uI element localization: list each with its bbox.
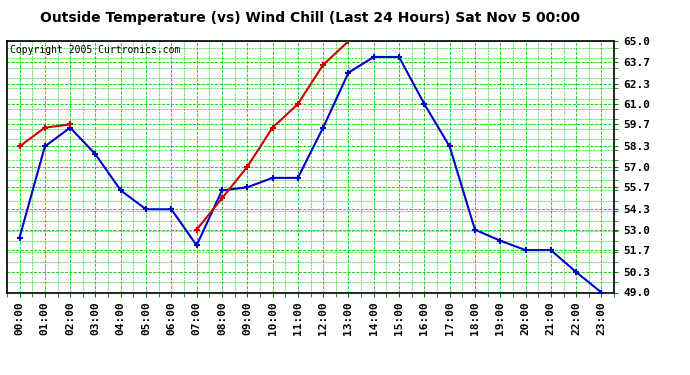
- Text: Copyright 2005 Curtronics.com: Copyright 2005 Curtronics.com: [10, 45, 180, 55]
- Text: Outside Temperature (vs) Wind Chill (Last 24 Hours) Sat Nov 5 00:00: Outside Temperature (vs) Wind Chill (Las…: [41, 11, 580, 25]
